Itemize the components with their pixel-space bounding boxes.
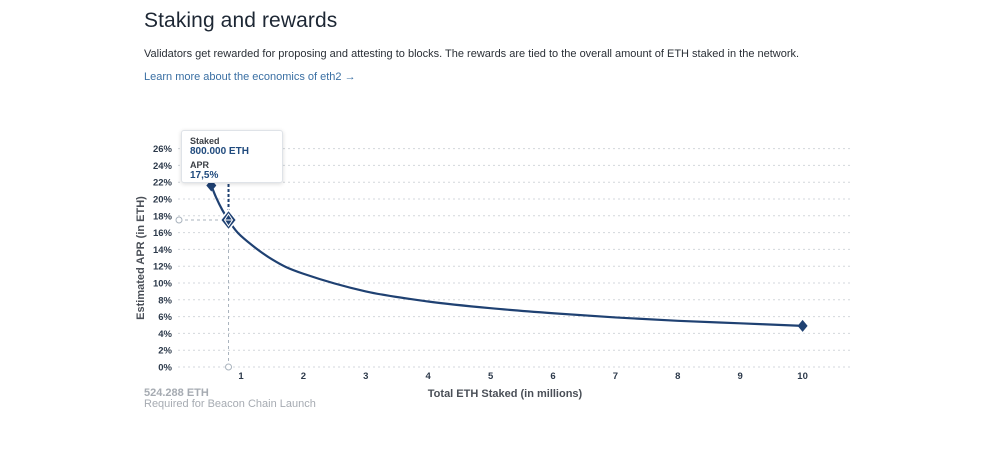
tooltip-staked-label: Staked: [190, 136, 220, 146]
y-tick-label: 24%: [153, 161, 173, 172]
x-tick-label: 8: [675, 371, 680, 382]
highlight-guides: [175, 184, 233, 371]
x-tick-label: 7: [613, 371, 618, 382]
guide-y-endpoint: [175, 216, 183, 224]
y-tick-label: 22%: [153, 178, 173, 189]
y-tick-label: 8%: [158, 295, 172, 306]
y-tick-label: 12%: [153, 262, 173, 273]
series-layer: [210, 185, 803, 327]
y-axis-ticks: 0% 2% 4% 6% 8% 10% 12% 14% 16% 18% 20% 22% 24% 26%: [153, 144, 173, 373]
x-axis-ticks: 1 2 3 4 5 6 7 8 9 10: [238, 371, 808, 382]
page-description: Validators get rewarded for proposing an…: [144, 48, 800, 60]
y-tick-label: 18%: [153, 211, 173, 222]
endpoint-marker: [797, 319, 808, 332]
guide-x-endpoint: [225, 363, 233, 371]
y-tick-label: 16%: [153, 228, 173, 239]
x-axis-title: Total ETH Staked (in millions): [428, 388, 583, 400]
tooltip-apr-label: APR: [190, 160, 210, 170]
eth-diamond-inner: [223, 213, 234, 227]
x-tick-label: 4: [426, 371, 432, 382]
x-tick-label: 3: [363, 371, 368, 382]
x-tick-label: 9: [738, 371, 743, 382]
beacon-launch-value: 524.288 ETH: [144, 387, 209, 399]
y-tick-label: 14%: [153, 245, 173, 256]
y-tick-label: 10%: [153, 279, 173, 290]
x-tick-label: 5: [488, 371, 494, 382]
apr-tooltip: Staked 800.000 ETH APR 17,5%: [181, 130, 283, 183]
x-tick-label: 1: [238, 371, 244, 382]
x-tick-label: 10: [797, 371, 808, 382]
y-axis-title: Estimated APR (in ETH): [135, 196, 147, 320]
page-title: Staking and rewards: [144, 9, 338, 32]
apr-curve: [210, 185, 803, 327]
x-tick-label: 6: [550, 371, 555, 382]
y-tick-label: 26%: [153, 144, 173, 155]
tooltip-staked-value: 800.000 ETH: [190, 146, 249, 157]
y-tick-label: 4%: [158, 329, 172, 340]
learn-more-link[interactable]: Learn more about the economics of eth2 →: [144, 71, 356, 83]
y-tick-label: 0%: [158, 363, 172, 374]
marker-layer: [206, 179, 808, 332]
y-tick-label: 6%: [158, 312, 172, 323]
x-tick-label: 2: [301, 371, 306, 382]
beacon-launch-caption: Required for Beacon Chain Launch: [144, 398, 316, 410]
tooltip-apr-value: 17,5%: [190, 170, 219, 181]
y-tick-label: 2%: [158, 346, 172, 357]
grid-lines: [178, 148, 850, 368]
eth-diamond-icon: [219, 208, 238, 232]
y-tick-label: 20%: [153, 195, 173, 206]
